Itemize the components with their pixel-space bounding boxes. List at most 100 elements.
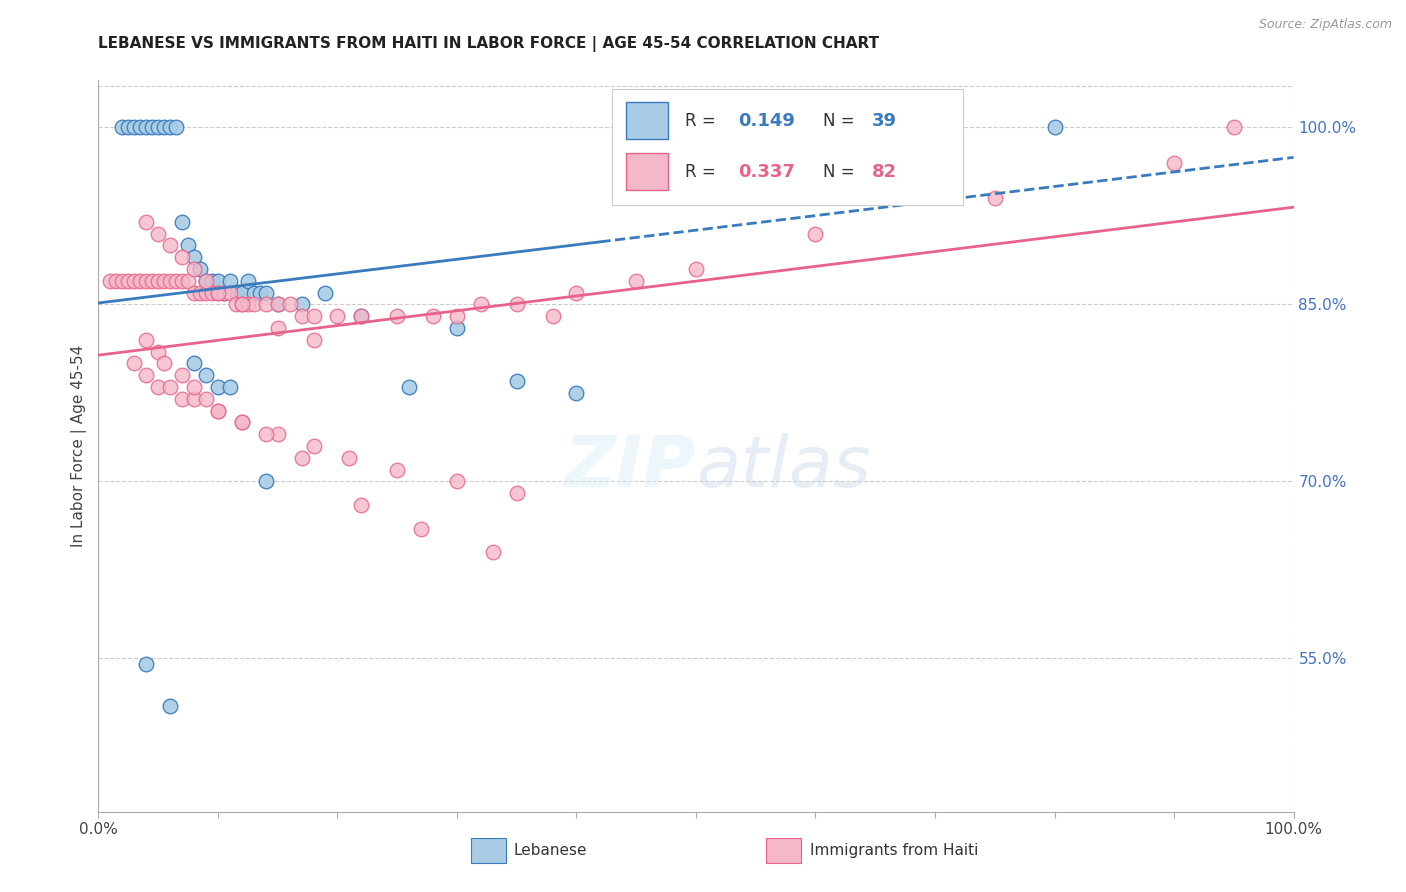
Point [243, 297, 266, 311]
Point [159, 274, 181, 288]
Point [685, 262, 707, 277]
Point [172, 215, 194, 229]
Point [422, 310, 444, 324]
Text: ZIP: ZIP [564, 434, 696, 502]
Point [315, 285, 337, 300]
Point [302, 310, 325, 324]
Point [188, 285, 211, 300]
Point [129, 120, 152, 135]
Point [124, 274, 146, 288]
Point [105, 274, 128, 288]
Point [231, 416, 253, 430]
Point [236, 274, 259, 288]
Point [111, 274, 134, 288]
Point [267, 321, 290, 335]
Point [117, 274, 139, 288]
Point [225, 285, 247, 300]
Point [135, 368, 157, 383]
Point [243, 285, 266, 300]
Point [148, 227, 170, 241]
Point [984, 191, 1007, 205]
Point [148, 344, 170, 359]
Point [135, 657, 157, 672]
Point [267, 297, 290, 311]
Point [219, 285, 242, 300]
Point [254, 285, 277, 300]
Point [225, 297, 247, 311]
Point [254, 297, 277, 311]
Point [326, 310, 349, 324]
Point [177, 274, 200, 288]
Point [212, 285, 235, 300]
Point [172, 392, 194, 406]
Point [98, 274, 122, 288]
Point [212, 285, 235, 300]
Point [236, 297, 259, 311]
Point [411, 522, 433, 536]
Point [159, 380, 181, 394]
Point [219, 274, 242, 288]
Point [117, 120, 139, 135]
Point [804, 227, 827, 241]
Point [188, 262, 211, 277]
Text: N =: N = [823, 162, 859, 180]
Point [231, 416, 253, 430]
Point [291, 450, 314, 465]
Point [159, 120, 181, 135]
Point [194, 392, 218, 406]
Point [1163, 156, 1185, 170]
Text: 0.149: 0.149 [738, 112, 794, 129]
Bar [626, 102, 668, 139]
Point [183, 285, 205, 300]
Point [153, 356, 176, 370]
Text: N =: N = [823, 112, 859, 129]
Point [565, 385, 588, 400]
Point [148, 380, 170, 394]
Point [565, 285, 588, 300]
Point [207, 274, 229, 288]
Point [172, 368, 194, 383]
Point [231, 285, 253, 300]
Point [165, 120, 187, 135]
Point [385, 310, 409, 324]
Point [194, 274, 218, 288]
Point [267, 297, 290, 311]
Point [302, 439, 325, 453]
Point [111, 120, 134, 135]
Point [254, 475, 277, 489]
Point [506, 486, 529, 500]
Point [398, 380, 420, 394]
Text: R =: R = [686, 162, 721, 180]
FancyBboxPatch shape [612, 89, 963, 205]
Text: R =: R = [686, 112, 721, 129]
Point [153, 120, 176, 135]
Point [141, 274, 163, 288]
Y-axis label: In Labor Force | Age 45-54: In Labor Force | Age 45-54 [72, 345, 87, 547]
Point [446, 321, 468, 335]
Point [141, 120, 163, 135]
Point [207, 403, 229, 417]
Text: Lebanese: Lebanese [513, 844, 586, 858]
Point [254, 427, 277, 442]
Point [219, 380, 242, 394]
Point [506, 374, 529, 388]
Point [159, 698, 181, 713]
Point [302, 333, 325, 347]
Point [207, 403, 229, 417]
Point [194, 274, 218, 288]
Point [148, 120, 170, 135]
Point [506, 297, 529, 311]
Point [291, 297, 314, 311]
Point [541, 310, 564, 324]
Text: 82: 82 [872, 162, 897, 180]
Point [135, 120, 157, 135]
Point [350, 310, 373, 324]
Point [194, 368, 218, 383]
Point [124, 120, 146, 135]
Point [159, 238, 181, 252]
Point [135, 274, 157, 288]
Point [1043, 120, 1066, 135]
Point [207, 285, 229, 300]
Text: atlas: atlas [696, 434, 870, 502]
Point [172, 274, 194, 288]
